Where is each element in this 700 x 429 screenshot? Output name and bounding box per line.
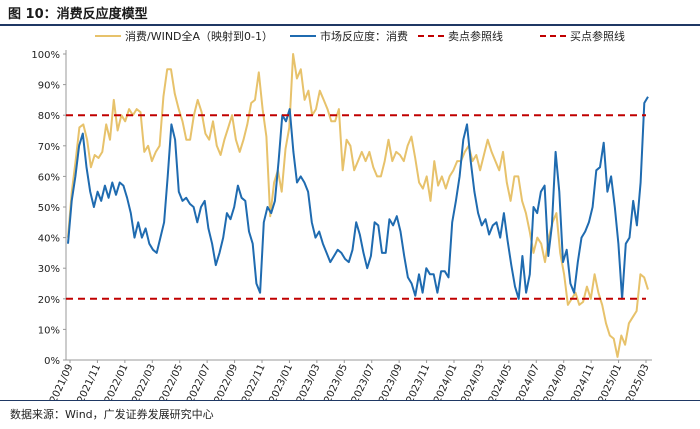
y-tick-label: 0% (44, 356, 60, 367)
x-tick-label: 2023/05 (322, 363, 350, 400)
footer-divider (0, 400, 700, 401)
y-tick-label: 100% (31, 50, 60, 61)
x-tick-label: 2024/09 (542, 363, 570, 400)
y-tick-label: 60% (38, 172, 60, 183)
x-tick-label: 2024/03 (460, 363, 488, 400)
x-tick-label: 2021/09 (48, 363, 76, 400)
x-tick-label: 2023/01 (268, 363, 296, 400)
x-tick-label: 2024/11 (569, 363, 597, 400)
y-tick-label: 10% (38, 325, 60, 336)
y-tick-label: 40% (38, 234, 60, 245)
x-tick-label: 2023/11 (405, 363, 433, 400)
x-tick-label: 2022/01 (103, 363, 131, 400)
x-tick-label: 2023/07 (350, 363, 378, 400)
x-tick-label: 2024/05 (487, 363, 515, 400)
source-note: 数据来源：Wind，广发证券发展研究中心 (10, 408, 214, 421)
x-tick-label: 2024/07 (514, 363, 542, 400)
x-tick-label: 2025/03 (624, 363, 652, 400)
legend-buy-line-label: 买点参照线 (570, 29, 625, 43)
reaction-series-line (67, 96, 649, 300)
x-tick-label: 2025/01 (597, 363, 625, 400)
x-tick-label: 2023/03 (295, 363, 323, 400)
x-tick-label: 2021/11 (76, 363, 104, 400)
x-tick-label: 2024/01 (432, 363, 460, 400)
legend-sell-line-label: 卖点参照线 (448, 29, 503, 43)
x-tick-label: 2022/07 (185, 363, 213, 400)
y-tick-label: 30% (38, 264, 60, 275)
y-tick-label: 90% (38, 81, 60, 92)
y-tick-label: 70% (38, 142, 60, 153)
y-tick-label: 20% (38, 295, 60, 306)
x-tick-label: 2022/09 (213, 363, 241, 400)
y-tick-label: 80% (38, 111, 60, 122)
y-tick-label: 50% (38, 203, 60, 214)
legend-consumption-label: 消费/WIND全A（映射到0-1） (125, 29, 273, 43)
figure-title: 图 10：消费反应度模型 (8, 7, 148, 22)
line-chart: 0% 10% 20% 30% 40% 50% 60% 70% 80% 90% 100% 2021/09… (31, 29, 652, 400)
x-tick-label: 2022/11 (240, 363, 268, 400)
legend-reaction-label: 市场反应度：消费 (320, 29, 408, 43)
x-tick-label: 2022/03 (130, 363, 158, 400)
x-tick-label: 2023/09 (377, 363, 405, 400)
title-bar: 图 10：消费反应度模型 (0, 0, 700, 26)
x-tick-label: 2022/05 (158, 363, 186, 400)
